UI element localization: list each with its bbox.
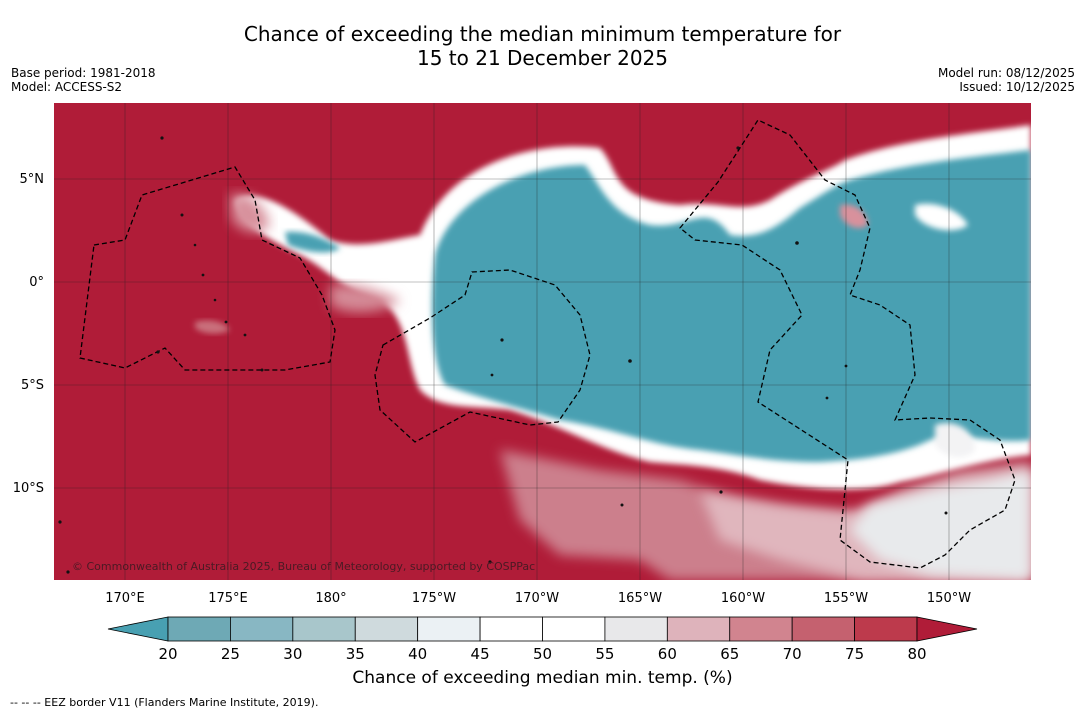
colorbar-tick-label: 35 (346, 645, 365, 663)
island (844, 364, 848, 368)
colorbar-tick-label: 50 (533, 645, 552, 663)
island (224, 320, 228, 324)
island (628, 359, 632, 363)
map-plot-area (54, 103, 1031, 580)
colorbar-tick-label: 60 (658, 645, 677, 663)
island (156, 350, 160, 354)
lon-label: 180° (315, 591, 346, 606)
lon-label: 170°E (105, 591, 145, 606)
colorbar-tick-label: 70 (783, 645, 802, 663)
white-patch-northeast (915, 203, 968, 231)
lon-label: 165°W (618, 591, 662, 606)
colorbar-segment (854, 616, 918, 642)
colorbar-extend-high (916, 616, 978, 642)
island (243, 333, 247, 337)
issued-date: Issued: 10/12/2025 (959, 80, 1075, 94)
island (260, 368, 264, 372)
pink-blotch-central (330, 284, 400, 313)
colorbar-segment (542, 616, 606, 642)
map-title-line-1: Chance of exceeding the median minimum t… (243, 22, 842, 46)
lon-label: 170°W (515, 591, 559, 606)
cool-patch-west (285, 231, 340, 253)
island (795, 241, 799, 245)
island (719, 490, 723, 494)
colorbar-tick-label: 55 (595, 645, 614, 663)
lon-label: 175°E (208, 591, 248, 606)
model-run: Model run: 08/12/2025 (937, 66, 1075, 80)
eez-border-kiribati-gilberts (79, 166, 336, 371)
lon-label: 160°W (721, 591, 765, 606)
pink-blotch-northwest (230, 194, 270, 233)
lat-label: 5°N (20, 172, 45, 187)
island (736, 146, 740, 150)
island (160, 136, 164, 140)
colorbar-segment (729, 616, 793, 642)
lat-label: 5°S (21, 378, 44, 393)
island (66, 570, 70, 574)
pink-blotch-west (195, 320, 230, 334)
colorbar-tick-label: 20 (158, 645, 177, 663)
colorbar-segment (292, 616, 356, 642)
colorbar-tick-label: 80 (907, 645, 926, 663)
lat-label: 10°S (13, 481, 44, 496)
island (488, 560, 492, 564)
eez-legend-note: -- -- -- EEZ border V11 (Flanders Marine… (10, 696, 319, 709)
eez-border-line-islands (679, 119, 1016, 569)
gridlines (54, 103, 1031, 580)
island (180, 213, 184, 217)
colorbar-title: Chance of exceeding median min. temp. (%… (352, 668, 733, 688)
colorbar-tick-label: 75 (845, 645, 864, 663)
island (620, 503, 624, 507)
longitude-labels: 170°E 175°E 180° 175°W 170°W 165°W 160°W… (105, 591, 971, 606)
lon-label: 175°W (412, 591, 456, 606)
colorbar-segment (417, 616, 481, 642)
eez-border-phoenix (374, 269, 591, 443)
meta-right: Model run: 08/12/2025 Issued: 10/12/2025 (938, 66, 1075, 94)
map-title: Chance of exceeding the median minimum t… (0, 22, 1085, 70)
island (825, 396, 829, 400)
island (944, 511, 948, 515)
eez-borders (79, 119, 1016, 569)
grey-patches-southeast (850, 470, 1031, 580)
copyright-notice: © Commonwealth of Australia 2025, Bureau… (72, 560, 535, 573)
island (193, 243, 197, 247)
islands (58, 136, 948, 574)
colorbar-segment (354, 616, 419, 642)
colorbar-segment (230, 616, 294, 642)
base-period: Base period: 1981-2018 (11, 66, 156, 80)
colorbar-segment (604, 616, 668, 642)
colorbar-segment (167, 616, 231, 642)
map-title-line-2: 15 to 21 December 2025 (416, 46, 668, 70)
latitude-labels: 5°N 0° 5°S 10°S (13, 172, 44, 496)
pink-blotch-northeast (840, 204, 868, 229)
model-name: Model: ACCESS-S2 (11, 80, 123, 94)
colorbar-tick-label: 25 (221, 645, 240, 663)
lat-label: 0° (29, 275, 44, 290)
colorbar-tick-label: 40 (408, 645, 427, 663)
island (58, 520, 62, 524)
white-patch-southeast (935, 422, 975, 458)
lon-label: 155°W (824, 591, 868, 606)
island (500, 338, 504, 342)
colorbar-segment (479, 616, 543, 642)
colorbar-tick-label: 45 (471, 645, 490, 663)
island (213, 298, 217, 302)
colorbar-extend-low (107, 616, 169, 642)
colorbar-tick-label: 30 (283, 645, 302, 663)
colorbar: 20 25 30 35 40 45 50 55 60 65 70 75 80 (107, 616, 978, 663)
colorbar-segment (666, 616, 731, 642)
lon-label: 150°W (927, 591, 971, 606)
island (201, 273, 205, 277)
colorbar-segment (791, 616, 855, 642)
colorbar-tick-label: 65 (720, 645, 739, 663)
island (490, 373, 494, 377)
meta-left: Base period: 1981-2018 Model: ACCESS-S2 (11, 66, 156, 94)
